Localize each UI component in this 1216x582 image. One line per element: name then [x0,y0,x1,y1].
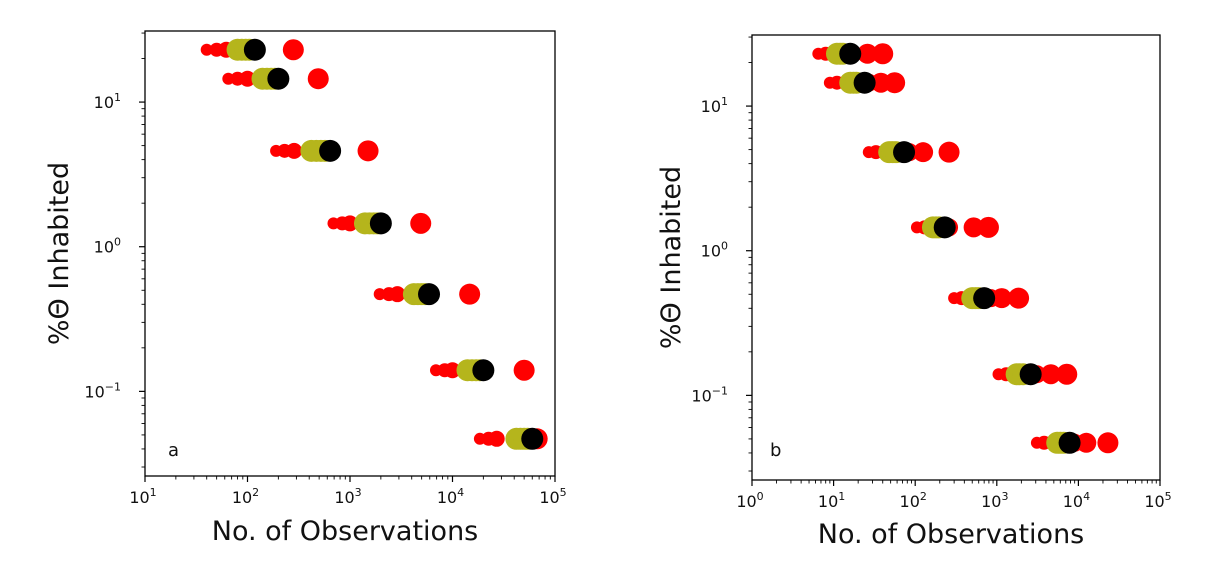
red-marker [963,217,984,238]
y-tick-label: 10−1 [691,384,728,405]
red-marker-large [459,283,481,305]
y-axis-label: %Θ Inhabited [44,162,75,345]
red-marker-large [1097,432,1119,454]
black-marker [973,287,996,310]
red-marker-large [282,39,304,61]
red-marker-small [444,362,461,379]
panel-label: a [168,440,179,461]
x-tick-label: 103 [981,490,1008,511]
x-axis-label: No. of Observations [818,519,1085,550]
x-tick-label: 104 [1063,490,1090,511]
red-marker-small [342,215,358,232]
black-marker [521,427,544,450]
black-marker [472,359,495,382]
red-marker [857,43,878,64]
red-marker-large [1008,287,1030,309]
x-tick-label: 101 [818,490,845,511]
y-tick-label: 101 [701,95,728,116]
black-marker [839,42,862,65]
panel-a: 101 102 103 104 105 101 100 10−1 No. of Observat… [44,30,567,547]
axes-frame [751,34,1161,481]
x-tick-label: 103 [334,486,361,507]
black-marker [319,139,342,162]
black-marker [369,212,392,235]
panel-b: 100 101 102 103 104 105 101 100 10−1 No. of Obser… [656,34,1172,550]
black-marker [243,38,266,61]
y-tick-label: 10−1 [84,380,121,401]
black-marker [418,283,441,306]
y-tick-label: 100 [94,236,121,257]
x-tick-label: 105 [1144,490,1171,511]
black-marker [1019,363,1042,386]
red-marker-large [513,359,535,381]
black-marker [1058,431,1081,454]
y-tick-label: 100 [701,240,728,261]
x-tick-label: 102 [900,490,927,511]
x-tick-label: 104 [437,486,464,507]
red-marker-large [977,216,999,238]
red-marker-large [1056,363,1078,385]
x-tick-label: 105 [539,486,566,507]
red-marker-large [410,212,432,234]
red-marker-large [307,68,329,90]
red-marker [1076,432,1097,453]
black-marker [853,71,876,94]
axes-frame [144,30,556,477]
red-marker-large [938,141,960,163]
red-marker-small [239,70,256,87]
y-axis-label: %Θ Inhabited [656,166,687,349]
red-marker-small [200,43,213,56]
y-tick-label: 101 [94,91,121,112]
red-marker [991,288,1012,309]
data-markers [812,42,1119,454]
red-marker [1040,364,1061,385]
red-marker-small [286,142,303,159]
panel-label: b [770,440,781,461]
red-marker-large [884,72,906,94]
black-marker [933,216,956,239]
red-marker-small [389,286,406,303]
red-marker-large [357,140,379,162]
black-marker [267,67,290,90]
red-marker-small [488,430,505,447]
data-markers [200,38,548,450]
black-marker [893,141,916,164]
x-tick-label: 102 [232,486,259,507]
x-tick-label: 100 [736,490,763,511]
red-marker-large [872,43,894,65]
red-marker [913,142,934,163]
x-tick-label: 101 [129,486,156,507]
x-axis-label: No. of Observations [212,516,479,547]
